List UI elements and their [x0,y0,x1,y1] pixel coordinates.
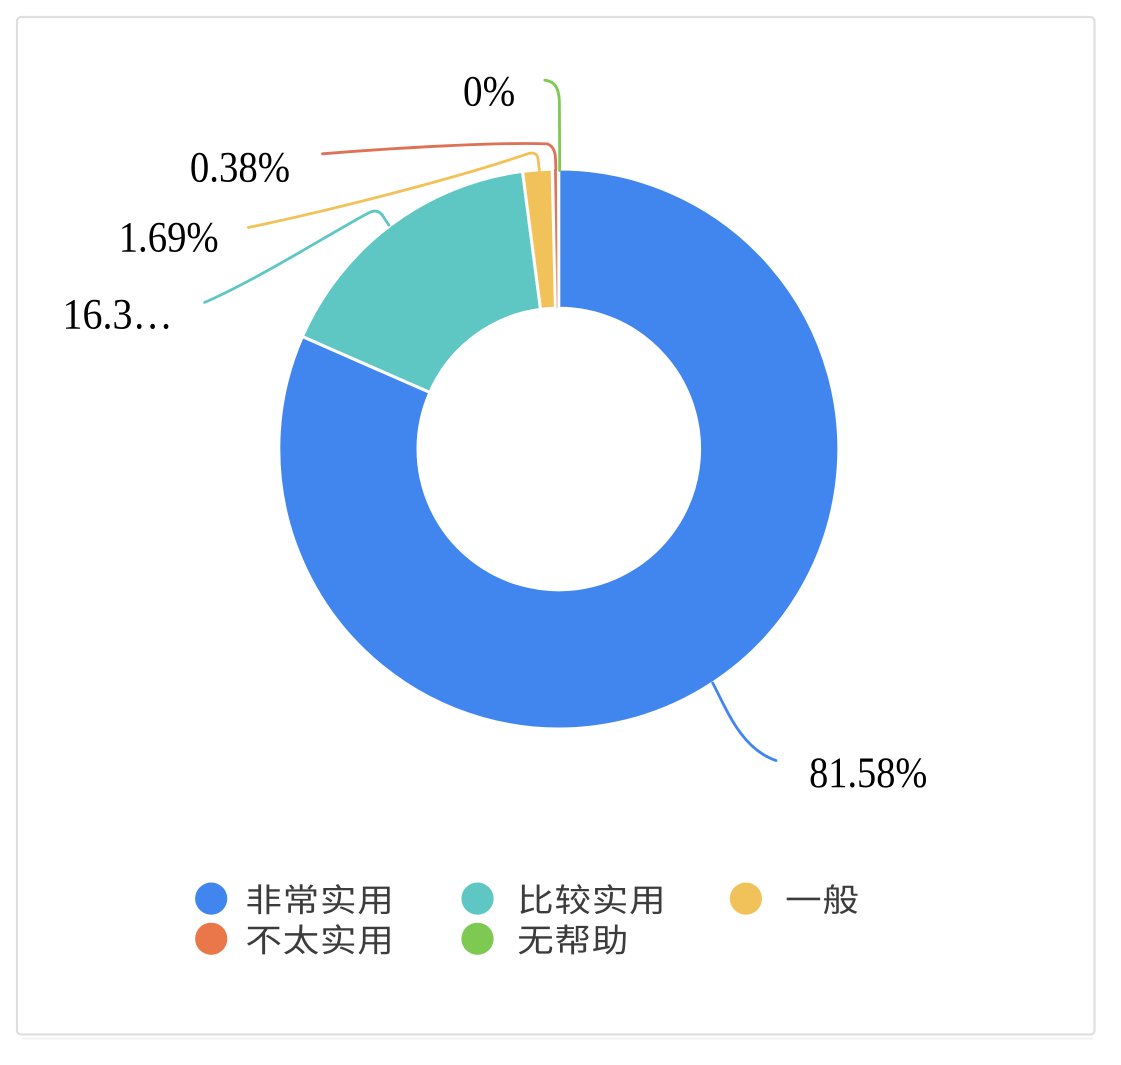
svg-text:0%: 0% [463,68,515,116]
svg-text:16.3…: 16.3… [63,291,173,339]
svg-text:81.58%: 81.58% [809,749,927,797]
svg-text:1.69%: 1.69% [119,214,219,262]
svg-text:0.38%: 0.38% [190,143,290,191]
